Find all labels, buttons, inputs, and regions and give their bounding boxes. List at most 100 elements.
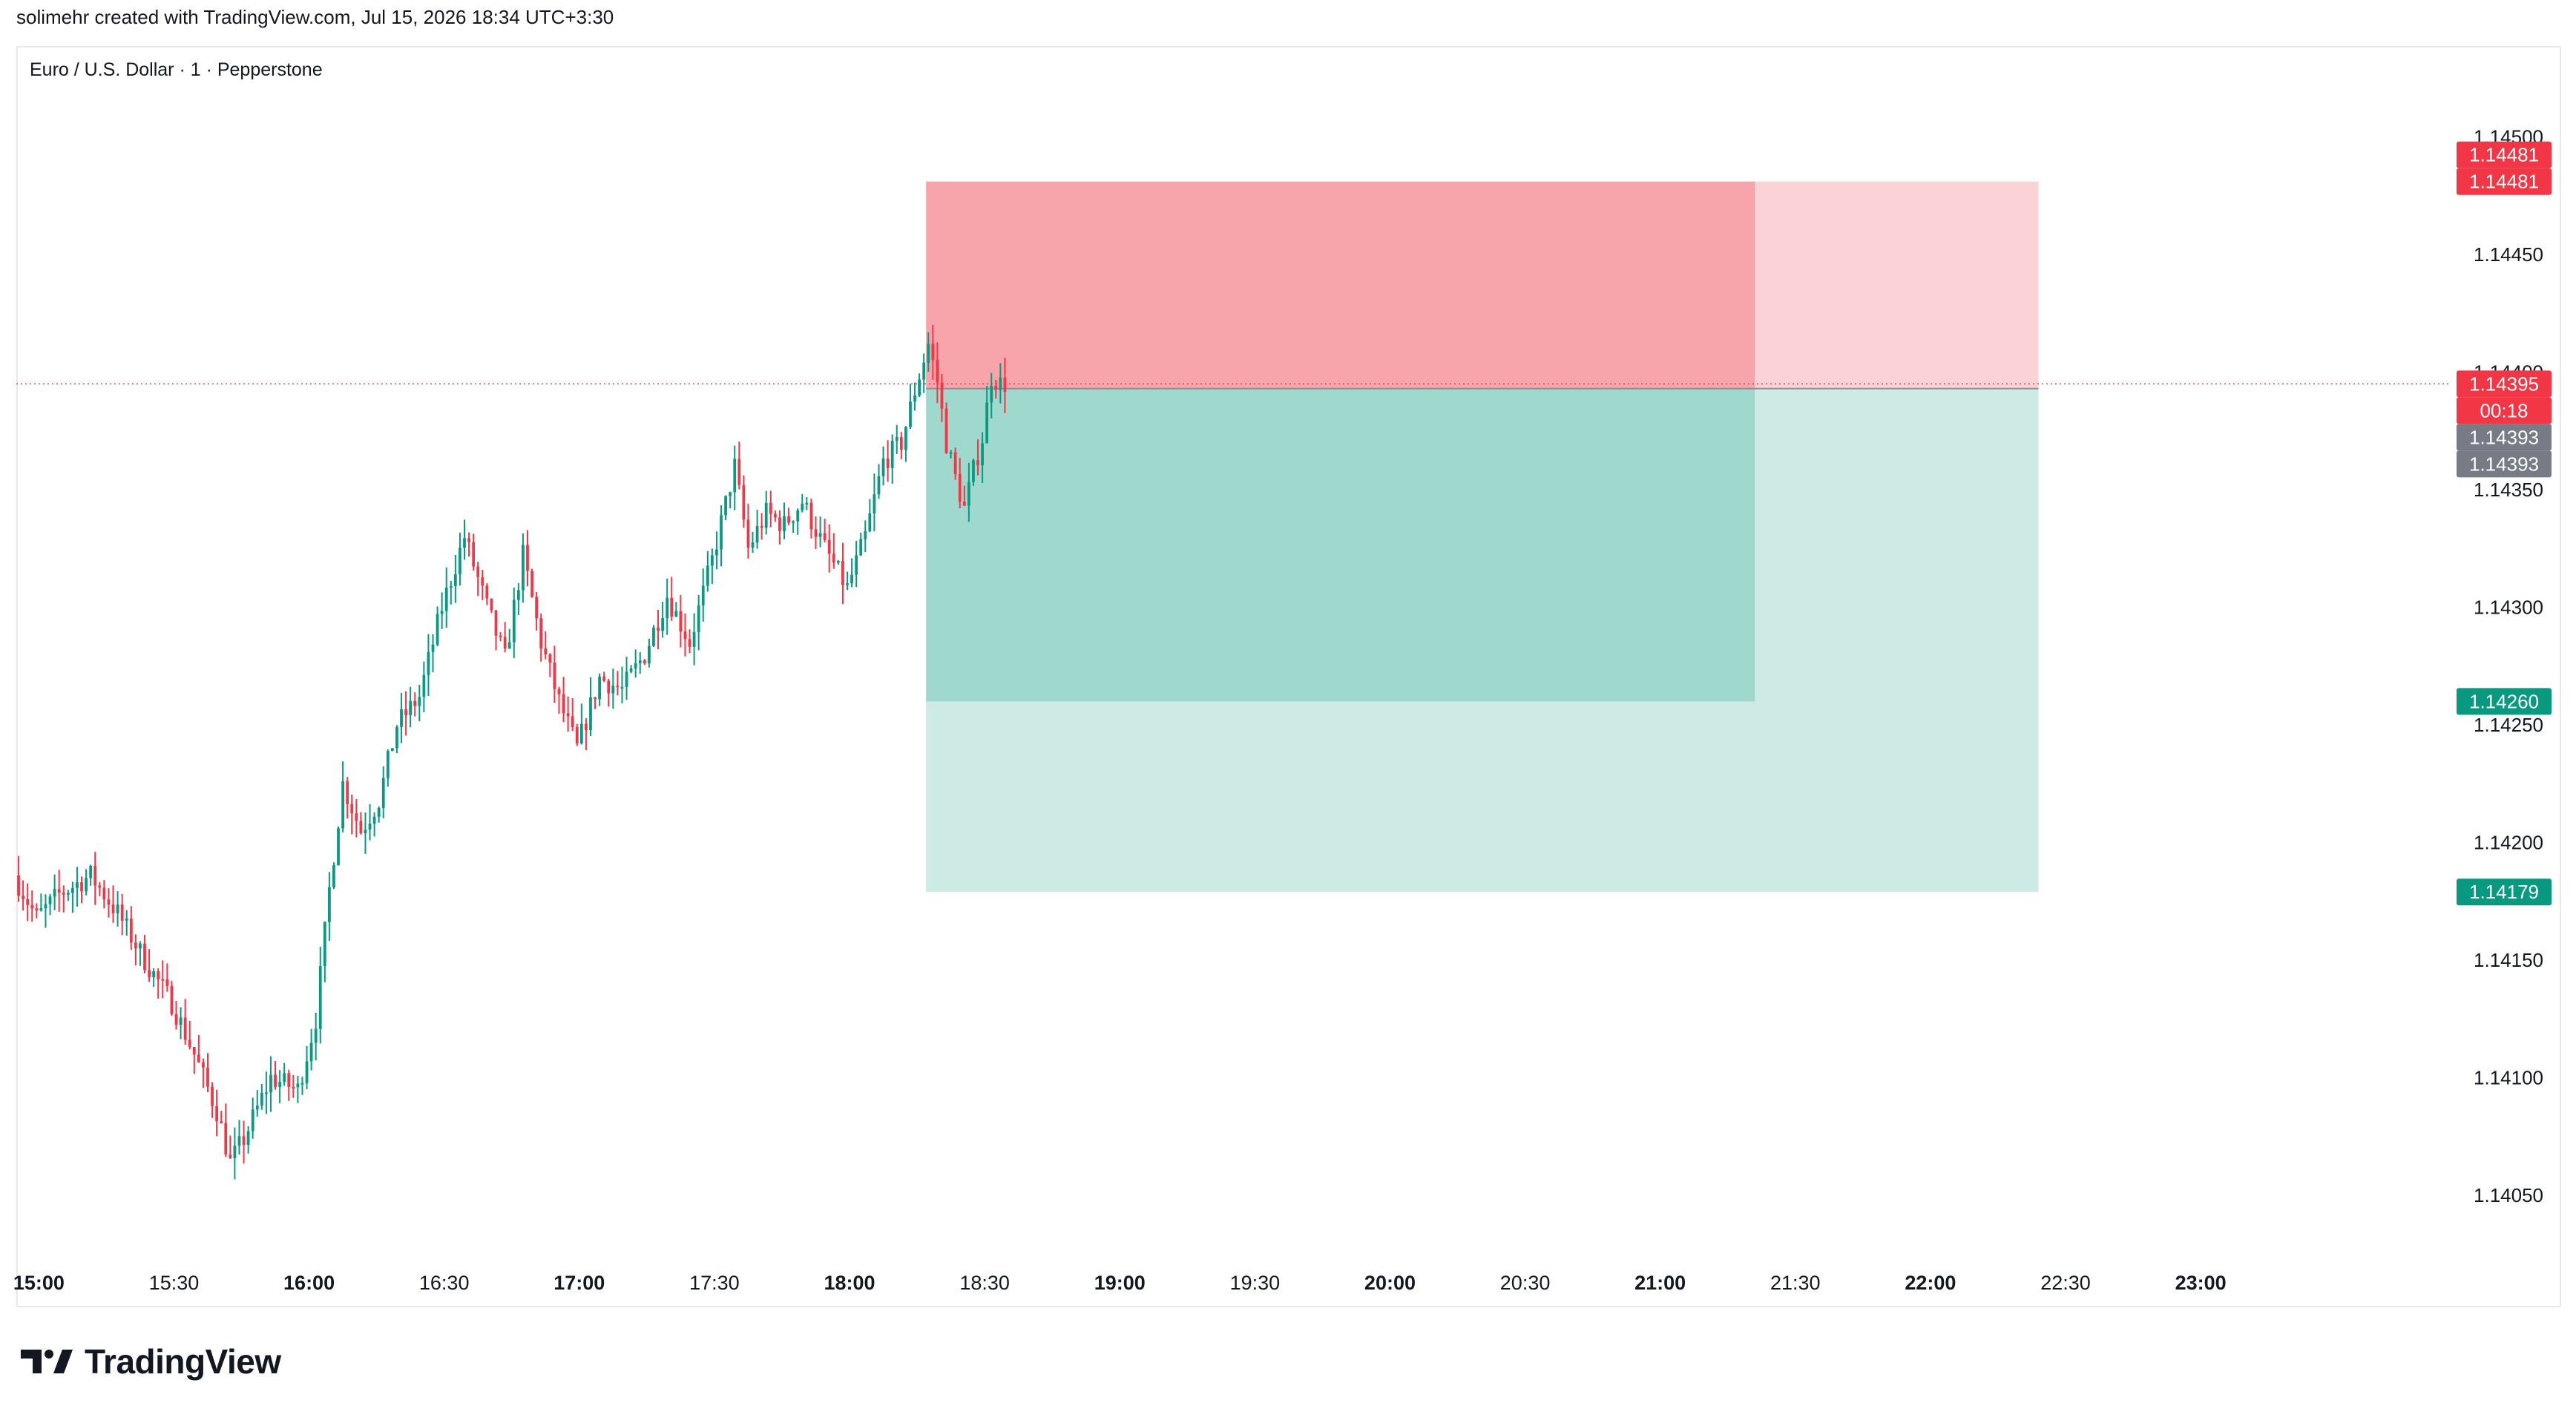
candle-body	[715, 549, 718, 556]
candle-body	[832, 553, 835, 563]
candle-body	[877, 476, 881, 495]
candle-body	[805, 502, 809, 505]
candle-body	[859, 539, 863, 556]
candle-body	[737, 459, 741, 485]
price-tag-label: 1.14393	[2469, 426, 2539, 448]
candle-body	[157, 970, 160, 979]
candle-body	[39, 908, 43, 911]
candle-body	[720, 515, 723, 550]
candle-body	[602, 676, 606, 681]
price-tick-label: 1.14350	[2474, 479, 2543, 501]
candle-body	[152, 970, 156, 978]
price-axis[interactable]: 1.145001.144501.144001.143501.143001.142…	[2474, 125, 2543, 1206]
candle-body	[755, 526, 759, 543]
candle-body	[913, 395, 916, 402]
candle-body	[886, 458, 890, 468]
candle-body	[355, 813, 358, 821]
candle-body	[143, 943, 146, 970]
candle-body	[413, 700, 417, 706]
candle-body	[836, 560, 840, 563]
price-tag-label: 00:18	[2480, 399, 2528, 421]
time-axis[interactable]: 15:00 15:30 16:00 16:30 17:00 17:30 18:00 18:30…	[13, 1272, 2227, 1294]
candle-body	[390, 748, 394, 752]
candle-body	[972, 460, 975, 482]
price-tick-label: 1.14100	[2474, 1067, 2543, 1089]
time-tick-label: 17:00	[553, 1272, 605, 1294]
candle-body	[381, 778, 385, 809]
tradingview-logo-text: TradingView	[85, 1342, 281, 1381]
price-tag-bg	[2457, 370, 2552, 398]
candle-body	[431, 644, 435, 652]
candle-body	[962, 502, 966, 506]
candle-body	[936, 359, 939, 383]
candle-body	[526, 545, 529, 571]
candle-body	[53, 889, 56, 897]
candle-body	[661, 618, 664, 631]
candle-body	[148, 970, 151, 978]
candle-body	[701, 585, 705, 606]
candle-body	[404, 709, 407, 715]
candle-body	[507, 642, 511, 649]
candle-body	[611, 686, 615, 694]
candle-body	[985, 402, 989, 444]
candle-body	[134, 942, 137, 949]
price-tick-label: 1.14300	[2474, 597, 2543, 619]
candle-body	[764, 502, 768, 528]
candle-body	[823, 533, 827, 540]
candles	[17, 324, 1007, 1180]
price-tick-label: 1.14250	[2474, 714, 2543, 736]
price-tags: 1.14481 1.14481 1.14395 00:18 1.14393 1.14393…	[2457, 141, 2552, 906]
candle-body	[760, 526, 763, 528]
candle-body	[328, 887, 331, 922]
candle-body	[598, 676, 601, 700]
candle-body	[481, 576, 484, 586]
candle-body	[292, 1086, 295, 1088]
candle-body	[188, 1039, 191, 1048]
candle-body	[751, 542, 755, 548]
candle-body	[229, 1154, 232, 1158]
candle-body	[395, 726, 398, 749]
candle-body	[801, 503, 804, 510]
candle-body	[585, 723, 588, 731]
candle-body	[976, 460, 979, 466]
candle-body	[17, 876, 20, 896]
candle-body	[769, 502, 772, 514]
candle-body	[449, 585, 453, 588]
candle-body	[116, 904, 119, 913]
candle-body	[904, 427, 907, 450]
price-tick-label: 1.14200	[2474, 832, 2543, 854]
price-tag: 1.14481	[2457, 168, 2552, 195]
price-tag-bg	[2457, 397, 2552, 424]
position-zones[interactable]	[16, 181, 2448, 893]
candle-body	[269, 1074, 272, 1093]
time-tick-label: 22:00	[1905, 1272, 1956, 1294]
candle-body	[422, 674, 426, 697]
candle-body	[657, 627, 660, 631]
candle-body	[999, 377, 1002, 390]
candle-body	[211, 1086, 214, 1106]
candle-body	[341, 781, 344, 829]
candle-body	[796, 510, 800, 522]
candle-body	[490, 598, 493, 611]
candle-body	[918, 379, 921, 396]
candle-body	[895, 437, 898, 441]
symbol-title[interactable]: Euro / U.S. Dollar · 1 · Pepperstone	[30, 59, 323, 80]
candle-body	[120, 904, 124, 921]
candle-body	[607, 680, 611, 694]
candle-body	[260, 1093, 263, 1106]
candle-body	[386, 751, 390, 778]
candle-body	[265, 1092, 268, 1094]
time-tick-label: 18:30	[959, 1272, 1010, 1294]
time-tick-label: 19:00	[1094, 1272, 1146, 1294]
price-tag-bg	[2457, 141, 2552, 168]
candle-body	[818, 533, 822, 537]
candle-body	[931, 344, 935, 360]
time-tick-label: 20:00	[1364, 1272, 1416, 1294]
price-tag-bg	[2457, 688, 2552, 715]
candle-body	[251, 1109, 254, 1131]
candle-body	[638, 660, 642, 663]
candle-body	[400, 709, 403, 727]
tradingview-logo-icon	[21, 1350, 73, 1373]
candle-body	[787, 516, 790, 523]
